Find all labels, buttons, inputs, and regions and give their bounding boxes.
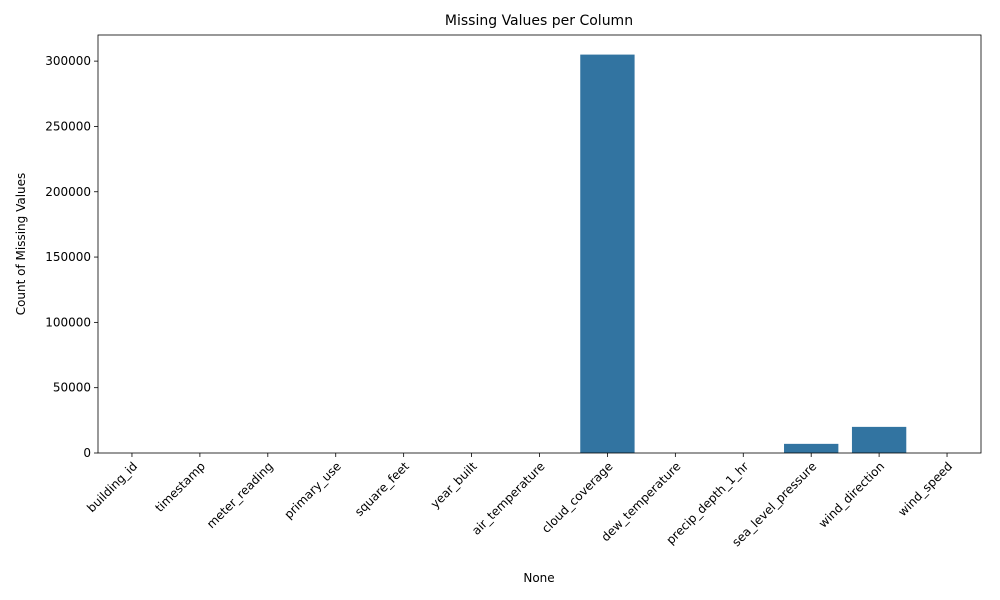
x-tick-label: primary_use <box>281 459 343 521</box>
x-tick-label: year_built <box>428 459 480 511</box>
bar-cloud-coverage <box>580 54 635 453</box>
x-tick-label: wind_direction <box>816 459 887 530</box>
x-tick-label: square_feet <box>352 459 412 519</box>
y-tick-label: 250000 <box>45 119 91 133</box>
x-axis-label: None <box>523 571 554 585</box>
x-tick-label: wind_speed <box>895 459 955 519</box>
y-tick-label: 50000 <box>53 381 91 395</box>
y-axis: 0 50000 100000 150000 200000 250000 300000 <box>45 54 98 460</box>
y-tick-label: 300000 <box>45 54 91 68</box>
bar-sea-level-pressure <box>784 443 839 453</box>
y-tick-label: 100000 <box>45 315 91 329</box>
y-tick-label: 0 <box>83 446 91 460</box>
x-tick-label: meter_reading <box>204 459 276 531</box>
x-tick-label: building_id <box>84 459 140 515</box>
x-tick-label: cloud_coverage <box>539 459 616 536</box>
bars <box>580 54 907 453</box>
plot-frame <box>97 34 982 454</box>
chart-title: Missing Values per Column <box>445 13 633 29</box>
x-tick-label: timestamp <box>152 459 208 515</box>
y-tick-label: 200000 <box>45 185 91 199</box>
x-tick-label: air_temperature <box>469 459 548 538</box>
bar-wind-direction <box>851 426 907 453</box>
y-axis-label: Count of Missing Values <box>14 173 28 316</box>
y-tick-label: 150000 <box>45 250 91 264</box>
